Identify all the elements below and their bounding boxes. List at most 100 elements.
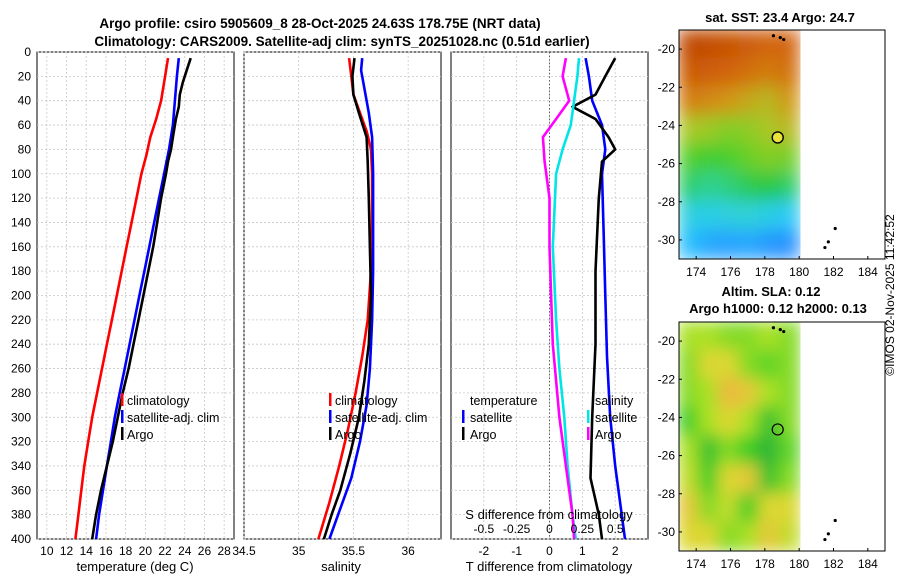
- y-tick-label: 260: [11, 362, 31, 376]
- map-cell: [698, 349, 720, 381]
- s-tick-label: 0.5: [607, 522, 624, 536]
- salinity-tick-labels: 34.5 35 35.5 36: [232, 544, 415, 558]
- legend-argo-label: Argo: [335, 428, 361, 442]
- island-marker: [778, 328, 782, 332]
- y-tick-label: -22: [658, 372, 676, 386]
- map-cell: [778, 492, 801, 524]
- sst-map: sat. SST: 23.4 Argo: 24.7 174 176 178 180 18…: [658, 10, 886, 279]
- temperature-grid: [37, 51, 234, 540]
- island-marker: [782, 37, 786, 42]
- legend-sat-sal-swatch: [587, 410, 590, 423]
- y-tick-label: -30: [658, 525, 676, 539]
- depth-tick-labels: 0 20 40 60 80 100 120 140 160 180 200 220 240 260 280 3…: [11, 45, 31, 546]
- map-cell: [679, 200, 700, 232]
- map-cell: [738, 229, 761, 259]
- y-tick-label: 320: [11, 435, 31, 449]
- map-cell: [738, 349, 761, 381]
- map-cell: [738, 406, 761, 438]
- s-tick-label: -0.5: [473, 522, 494, 536]
- y-tick-label: 60: [18, 118, 32, 132]
- map-cell: [679, 492, 700, 524]
- map-cell: [778, 200, 801, 232]
- map-cell: [718, 349, 741, 381]
- map-cell: [718, 172, 741, 203]
- map-cell: [758, 229, 781, 259]
- salinity-grid: [243, 51, 441, 540]
- x-tick-label: 35: [292, 544, 306, 558]
- map-cell: [758, 349, 781, 381]
- series-line-satellite-adj-clim: [94, 57, 181, 540]
- map-cell: [718, 57, 741, 89]
- imos-credit: ©IMOS 02-Nov-2025 11:42:52: [883, 214, 897, 376]
- map-cell: [778, 86, 801, 117]
- x-tick-label: -2: [478, 544, 489, 558]
- y-tick-label: 40: [18, 94, 32, 108]
- x-tick-label: 180: [789, 557, 809, 571]
- sst-heatmap: [679, 30, 801, 259]
- y-tick-label: -22: [658, 80, 676, 94]
- y-tick-label: 100: [11, 167, 31, 181]
- map-cell: [679, 406, 700, 438]
- s-difference-tick-labels: -0.5 -0.25 0 0.25 0.5: [473, 522, 623, 536]
- island-marker: [823, 537, 827, 542]
- map-cell: [758, 143, 781, 175]
- map-cell: [718, 200, 741, 232]
- salinity-panel: 34.5 35 35.5 36 salinity climatology satell…: [232, 51, 442, 574]
- y-tick-label: -24: [658, 118, 676, 132]
- sst-map-title: sat. SST: 23.4 Argo: 24.7: [705, 10, 855, 25]
- sla-map-subtitle: Argo h1000: 0.12 h2000: 0.13: [689, 301, 867, 316]
- legend-climatology-label: climatology: [335, 394, 398, 408]
- legend-satellite-swatch: [121, 410, 124, 423]
- map-cell: [778, 322, 801, 352]
- y-tick-label: -26: [658, 449, 676, 463]
- island-marker: [771, 34, 776, 38]
- temperature-legend: climatology satellite-adj. clim Argo: [121, 393, 219, 442]
- argo-position-marker: [771, 131, 784, 144]
- y-tick-label: 400: [11, 532, 31, 546]
- map-cell: [679, 378, 700, 409]
- x-tick-label: 24: [178, 544, 192, 558]
- y-tick-label: -30: [658, 233, 676, 247]
- y-tick-label: 280: [11, 386, 31, 400]
- y-tick-label: -20: [658, 42, 676, 56]
- map-cell: [718, 114, 741, 146]
- map-cell: [679, 172, 700, 203]
- map-cell: [698, 229, 720, 259]
- legend-sat-sal-label: satellite: [595, 411, 637, 425]
- y-tick-label: 0: [24, 45, 31, 59]
- legend-sat-temp-label: satellite: [470, 411, 512, 425]
- legend-argo-sal-swatch: [587, 427, 590, 440]
- map-cell: [718, 492, 741, 524]
- x-tick-label: 180: [789, 265, 809, 279]
- y-tick-label: -26: [658, 157, 676, 171]
- map-cell: [738, 464, 761, 495]
- x-tick-label: 26: [198, 544, 212, 558]
- map-cell: [778, 172, 801, 203]
- x-tick-label: 182: [823, 557, 843, 571]
- legend-climatology-label: climatology: [127, 394, 190, 408]
- map-cell: [758, 172, 781, 203]
- legend-argo-label: Argo: [127, 428, 153, 442]
- map-cell: [698, 30, 720, 60]
- sla-map: Altim. SLA: 0.12 Argo h1000: 0.12 h2000:…: [658, 284, 886, 571]
- y-tick-label: 340: [11, 459, 31, 473]
- legend-argo-swatch: [329, 427, 332, 440]
- map-cell: [718, 521, 741, 551]
- x-tick-label: 18: [119, 544, 133, 558]
- legend-argo-temp-swatch: [462, 427, 465, 440]
- legend-satellite-label: satellite-adj. clim: [335, 411, 427, 425]
- s-tick-label: 0.25: [571, 522, 595, 536]
- map-cell: [738, 143, 761, 175]
- y-tick-label: 80: [18, 142, 32, 156]
- map-cell: [679, 229, 700, 259]
- x-tick-label: 176: [720, 265, 740, 279]
- map-cell: [778, 521, 801, 551]
- salinity-axis-label: salinity: [321, 559, 361, 574]
- temperature-panel: 0 20 40 60 80 100 120 140 160 180 200 220 240 260 280 3…: [11, 45, 235, 574]
- sla-islands: [771, 326, 837, 542]
- x-tick-label: 16: [99, 544, 113, 558]
- map-cell: [679, 349, 700, 381]
- map-cell: [698, 406, 720, 438]
- map-cell: [718, 322, 741, 352]
- island-marker: [833, 518, 837, 523]
